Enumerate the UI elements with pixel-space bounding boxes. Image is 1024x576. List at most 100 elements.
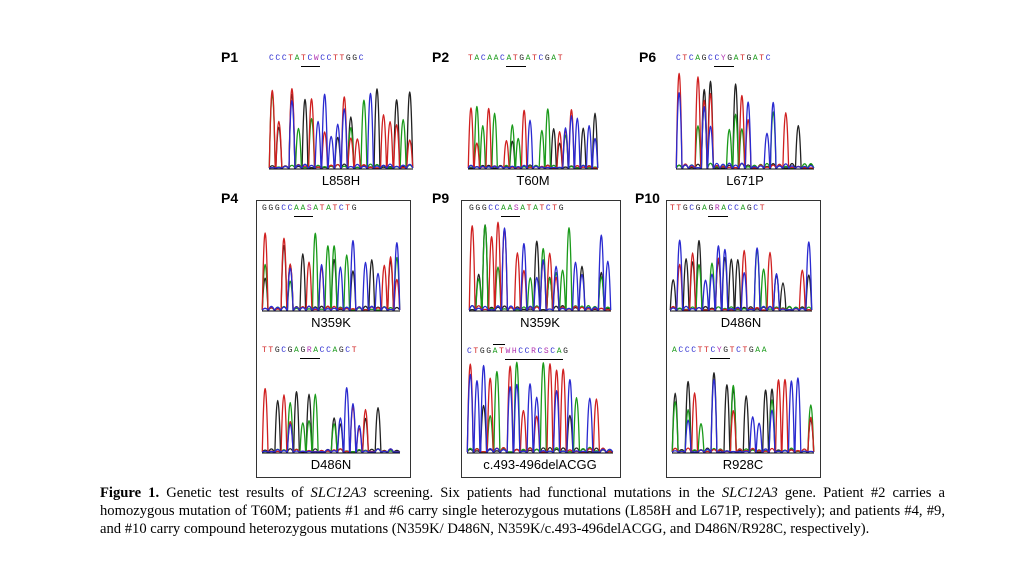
sequence-base: G	[746, 204, 754, 213]
sequence-base: A	[313, 344, 320, 359]
sequence-base: A	[520, 204, 527, 213]
chromatogram-trace	[468, 221, 612, 312]
sequence-base: T	[697, 346, 705, 355]
sequence-base: G	[723, 344, 730, 359]
sequence-base: A	[294, 346, 301, 355]
sequence-base: A	[487, 54, 494, 63]
sequence-base: T	[526, 204, 534, 213]
sequence-base: G	[701, 54, 709, 63]
sequence-base: A	[733, 54, 741, 63]
chromatogram-p6: CTCAGCCYGATGATC L671P	[675, 52, 815, 192]
trace-C	[669, 239, 813, 311]
sequence-base: C	[710, 344, 717, 359]
caption-label: Figure 1.	[100, 485, 160, 501]
sequence-text: ACCCTTCYGTCTGAA	[672, 344, 768, 359]
sequence-base: A	[551, 54, 558, 63]
sequence-base: A	[752, 54, 760, 63]
sequence-base: C	[307, 52, 314, 67]
chromatogram-p9-n359k: GGGCCAASATATCTG N359K	[468, 202, 612, 334]
sequence-base: T	[473, 347, 480, 356]
chromatogram-trace	[671, 372, 815, 454]
sequence-text: CTCAGCCYGATGATC	[676, 52, 772, 67]
chromatogram-trace	[467, 106, 599, 170]
sequence-base: C	[338, 204, 346, 213]
figure-caption: Figure 1. Genetic test results of SLC12A…	[100, 484, 945, 538]
sequence-base: A	[533, 204, 540, 213]
panel-label-p10: P10	[635, 190, 660, 206]
trace-T	[261, 232, 401, 311]
sequence-base: A	[300, 202, 307, 217]
trace-C	[262, 387, 400, 453]
sequence-base: T	[301, 52, 308, 67]
sequence-base: A	[755, 346, 762, 355]
sequence-base: T	[288, 54, 295, 63]
sequence-base: G	[475, 204, 482, 213]
mutation-label: N359K	[311, 315, 351, 330]
caption-text-3: gene. Patient #2 carries a homozygous mu…	[100, 485, 945, 537]
chromatogram-trace	[261, 387, 401, 454]
sequence-base: T	[742, 346, 749, 355]
sequence-base: A	[493, 54, 501, 63]
chromatogram-p2: TACAACATGATCGAT T60M	[467, 52, 599, 192]
panel-label-p4: P4	[221, 190, 239, 206]
caption-gene-2: SLC12A3	[721, 485, 778, 501]
sequence-base: A	[506, 52, 513, 67]
sequence-base: G	[300, 344, 307, 359]
sequence-base: T	[351, 346, 359, 355]
sequence-base: A	[492, 344, 500, 359]
sequence-base: T	[704, 346, 711, 355]
mutation-label: c.493-496delACGG	[483, 457, 597, 472]
sequence-base: C	[287, 204, 295, 213]
sequence-base: G	[481, 204, 489, 213]
sequence-text: TTGCGAGRACCAGCT	[670, 202, 766, 217]
trace-T	[675, 72, 814, 169]
sequence-base: S	[306, 202, 314, 217]
sequence-base: C	[753, 204, 760, 213]
chromatogram-p1: CCCTATCWCCTTGGC L858H	[268, 52, 414, 192]
sequence-base: T	[262, 346, 269, 355]
sequence-base: G	[519, 52, 526, 67]
sequence-base: C	[281, 346, 288, 355]
panel-label-p9: P9	[432, 190, 450, 206]
sequence-base: C	[727, 204, 735, 213]
sequence-base: C	[269, 54, 276, 63]
sequence-base: C	[319, 346, 327, 355]
sequence-base: C	[714, 52, 721, 67]
sequence-base: C	[537, 345, 544, 360]
sequence-base: W	[313, 52, 321, 67]
sequence-base: G	[287, 346, 295, 355]
sequence-base: W	[505, 345, 512, 360]
sequence-base: G	[746, 54, 753, 63]
caption-gene-1: SLC12A3	[310, 485, 367, 501]
chromatogram-trace	[669, 239, 813, 312]
sequence-base: A	[672, 346, 679, 355]
sequence-base: T	[552, 204, 559, 213]
sequence-base: A	[326, 204, 333, 213]
sequence-base: S	[543, 345, 551, 360]
sequence-base: G	[352, 54, 359, 63]
sequence-base: A	[313, 204, 320, 213]
sequence-base: R	[714, 202, 722, 217]
chromatogram-p10-d486n: TTGCGAGRACCAGCT D486N	[669, 202, 813, 334]
sequence-base: A	[501, 202, 508, 217]
trace-C	[671, 377, 814, 453]
sequence-base: C	[358, 54, 366, 63]
sequence-base: G	[351, 204, 359, 213]
chromatogram-trace	[466, 361, 614, 454]
chromatogram-p4-n359k: GGGCCAASATATCTG N359K	[261, 202, 401, 334]
chromatogram-trace	[675, 72, 815, 170]
sequence-base: G	[544, 54, 552, 63]
sequence-base: T	[333, 54, 340, 63]
sequence-base: C	[524, 345, 532, 360]
mutation-label: N359K	[520, 315, 560, 330]
box-p9	[461, 200, 621, 478]
sequence-text: TTGCGAGRACCAGCT	[262, 344, 359, 359]
sequence-base: T	[499, 344, 506, 359]
sequence-base: C	[736, 346, 743, 355]
sequence-base: H	[511, 345, 519, 360]
sequence-base: A	[294, 202, 301, 217]
sequence-base: T	[345, 204, 352, 213]
trace-C	[675, 92, 815, 169]
sequence-base: A	[721, 202, 728, 217]
sequence-base: A	[740, 204, 747, 213]
